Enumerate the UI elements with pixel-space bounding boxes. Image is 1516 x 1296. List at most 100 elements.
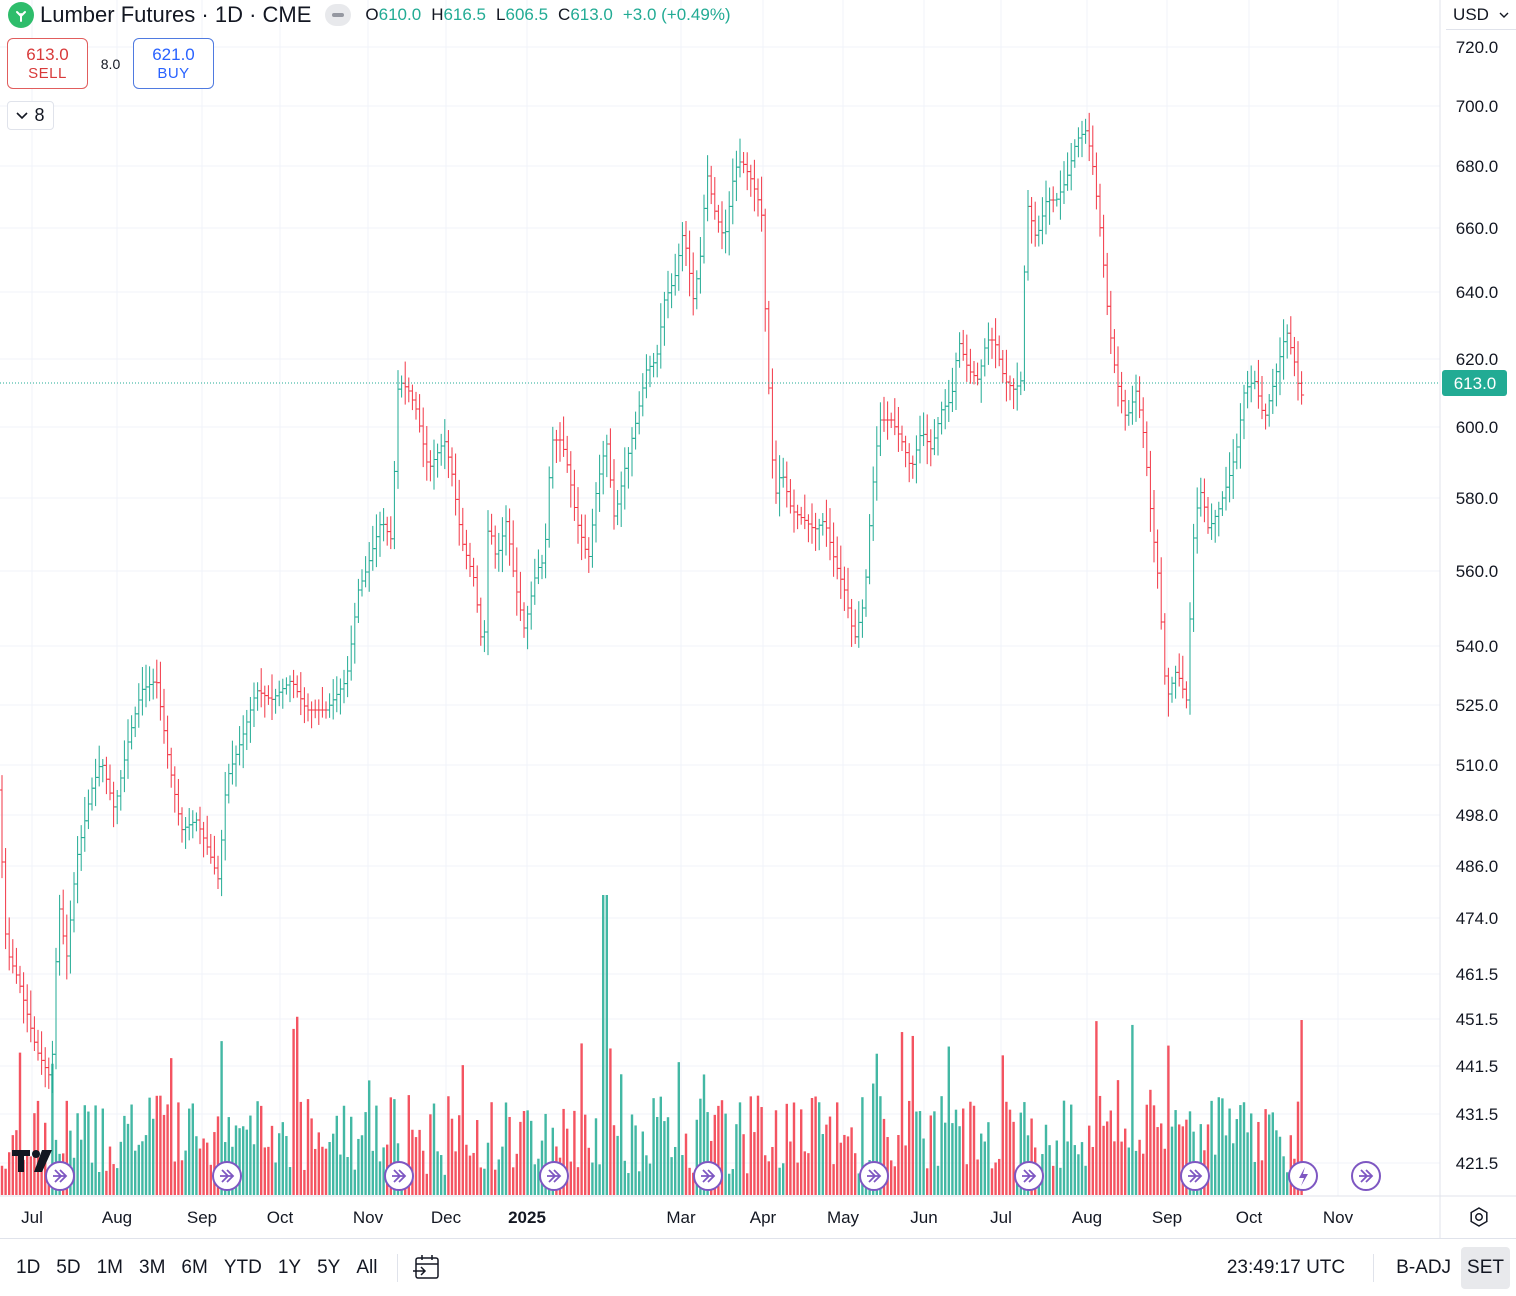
buy-button[interactable]: 621.0 BUY bbox=[133, 38, 214, 89]
dividend-event-icon[interactable] bbox=[1288, 1161, 1318, 1191]
utc-clock[interactable]: 23:49:17 UTC bbox=[1226, 1257, 1346, 1278]
volume-bar bbox=[724, 1113, 727, 1195]
volume-bar bbox=[317, 1132, 320, 1195]
ohlc-bar bbox=[571, 469, 577, 521]
contract-roll-event-icon[interactable] bbox=[1351, 1161, 1381, 1191]
ohlc-bar bbox=[355, 578, 361, 624]
volume-bar bbox=[1160, 1123, 1163, 1195]
range-1d[interactable]: 1D bbox=[16, 1257, 41, 1278]
volume-bar bbox=[1030, 1118, 1033, 1195]
volume-bar bbox=[814, 1096, 817, 1195]
volume-bar bbox=[1199, 1124, 1202, 1195]
range-1m[interactable]: 1M bbox=[96, 1257, 123, 1278]
contract-roll-event-icon[interactable] bbox=[539, 1161, 569, 1191]
ohlc-bar bbox=[1151, 490, 1157, 563]
volume-bar bbox=[90, 1162, 94, 1195]
ohlc-bar bbox=[1122, 389, 1128, 431]
ohlc-bar bbox=[57, 894, 63, 976]
time-tick-label: Aug bbox=[1072, 1208, 1102, 1227]
volume-bar bbox=[159, 1095, 162, 1195]
ohlc-bar bbox=[1057, 170, 1063, 220]
volume-bar bbox=[1138, 1139, 1141, 1195]
tradingview-logo[interactable] bbox=[12, 1150, 52, 1172]
ohlc-bar bbox=[964, 334, 970, 382]
price-axis[interactable]: 720.0 700.0 680.0 660.0 640.0 620.0 600.0 580.0… bbox=[1456, 38, 1499, 1173]
chart-settings-button[interactable] bbox=[1462, 1200, 1496, 1234]
currency-select[interactable]: USD bbox=[1446, 0, 1516, 30]
ohlc-bar bbox=[741, 152, 747, 174]
volume-bar bbox=[720, 1100, 724, 1195]
indicators-collapse-button[interactable]: 8 bbox=[7, 101, 54, 130]
contract-roll-event-icon[interactable] bbox=[859, 1161, 889, 1191]
range-5d[interactable]: 5D bbox=[56, 1257, 81, 1278]
volume-bar bbox=[850, 1127, 853, 1195]
contract-roll-event-icon[interactable] bbox=[384, 1161, 414, 1191]
ohlc-bar bbox=[1212, 509, 1218, 543]
volume-bar bbox=[879, 1096, 882, 1195]
volume-bar bbox=[454, 1151, 457, 1195]
volume-bar bbox=[1055, 1140, 1058, 1195]
contract-roll-event-icon[interactable] bbox=[693, 1161, 723, 1191]
last-price-label: 613.0 bbox=[1454, 374, 1497, 393]
range-5y[interactable]: 5Y bbox=[317, 1257, 341, 1278]
ohlc-bar bbox=[593, 482, 599, 543]
ohlc-bar bbox=[669, 273, 675, 309]
volume-bar bbox=[854, 1153, 857, 1195]
symbol-title[interactable]: Lumber Futures · 1D · CME bbox=[40, 2, 312, 27]
indicators-count: 8 bbox=[34, 105, 45, 125]
contract-roll-event-icon[interactable] bbox=[1180, 1161, 1210, 1191]
price-tick-label: 486.0 bbox=[1456, 857, 1499, 876]
ohlc-bar bbox=[769, 368, 775, 479]
volume-bar bbox=[846, 1136, 850, 1195]
volume-bar bbox=[1224, 1135, 1228, 1195]
ohlc-bar bbox=[165, 715, 171, 769]
ohlc-bar bbox=[39, 1031, 45, 1075]
volume-bar bbox=[296, 1016, 299, 1195]
contract-roll-event-icon[interactable] bbox=[212, 1161, 242, 1191]
volume-bar bbox=[472, 1152, 475, 1195]
contract-roll-event-icon[interactable] bbox=[45, 1161, 75, 1191]
volume-bar bbox=[375, 1105, 378, 1195]
volume-bar bbox=[252, 1144, 256, 1195]
volume-bar bbox=[681, 1155, 684, 1195]
volume-bar bbox=[1131, 1024, 1134, 1195]
time-tick-label: Dec bbox=[431, 1208, 462, 1227]
ohlc-bar bbox=[107, 764, 113, 801]
volume-bar bbox=[1048, 1145, 1051, 1195]
volume-bar bbox=[0, 1165, 4, 1195]
volume-bar bbox=[926, 1168, 929, 1195]
go-to-date-button[interactable] bbox=[410, 1251, 444, 1285]
settlement-toggle[interactable]: SET bbox=[1461, 1247, 1510, 1289]
range-1y[interactable]: 1Y bbox=[277, 1257, 302, 1278]
ohlc-bar bbox=[237, 726, 243, 766]
ohlc-bar bbox=[885, 401, 891, 440]
ohlc-bar bbox=[517, 571, 523, 622]
legend-more-button[interactable] bbox=[325, 4, 352, 26]
volume-bar bbox=[533, 1164, 536, 1195]
ohlc-bar bbox=[445, 430, 451, 479]
price-chart[interactable]: 720.0 700.0 680.0 660.0 640.0 620.0 600.0 580.0… bbox=[0, 0, 1516, 1238]
volume-bar bbox=[414, 1137, 418, 1195]
ohlc-bar bbox=[1115, 346, 1121, 407]
range-ytd[interactable]: YTD bbox=[223, 1257, 262, 1278]
range-all[interactable]: All bbox=[356, 1257, 378, 1278]
volume-bar bbox=[1232, 1143, 1235, 1195]
back-adjust-toggle[interactable]: B-ADJ bbox=[1396, 1257, 1452, 1278]
time-tick-label: Nov bbox=[353, 1208, 384, 1227]
contract-roll-event-icon[interactable] bbox=[1014, 1161, 1044, 1191]
sell-button[interactable]: 613.0 SELL bbox=[7, 38, 88, 89]
time-axis[interactable]: Jul Aug Sep Oct Nov Dec 2025 Mar Apr May Jun Jul Aug… bbox=[21, 1208, 1353, 1227]
range-3m[interactable]: 3M bbox=[139, 1257, 166, 1278]
volume-bar bbox=[735, 1124, 738, 1195]
ohlc-bar bbox=[103, 756, 109, 795]
range-6m[interactable]: 6M bbox=[181, 1257, 208, 1278]
ohlc-bar bbox=[1021, 265, 1027, 391]
ohlc-bar bbox=[186, 808, 192, 841]
volume-bar bbox=[1239, 1105, 1242, 1195]
volume-bar bbox=[69, 1130, 72, 1195]
volume-bar bbox=[591, 1162, 594, 1195]
ohlc-bar bbox=[1201, 478, 1207, 523]
gear-icon bbox=[1470, 1207, 1488, 1227]
volume-bar bbox=[328, 1141, 331, 1195]
volume-bar bbox=[1120, 1141, 1123, 1195]
